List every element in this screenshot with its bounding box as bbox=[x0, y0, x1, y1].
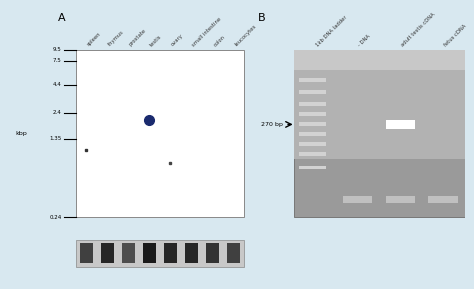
Bar bbox=[164, 243, 177, 263]
Bar bbox=[143, 243, 156, 263]
Text: 0.24: 0.24 bbox=[49, 215, 62, 220]
Bar bbox=[80, 243, 93, 263]
Bar bbox=[343, 196, 372, 203]
Bar bbox=[300, 122, 326, 126]
Bar bbox=[122, 243, 135, 263]
Text: thymus: thymus bbox=[108, 29, 125, 47]
Bar bbox=[293, 50, 465, 217]
Text: 1kb DNA ladder: 1kb DNA ladder bbox=[315, 14, 348, 47]
Text: B: B bbox=[258, 13, 265, 23]
Text: small intestine: small intestine bbox=[191, 16, 223, 47]
Text: ovary: ovary bbox=[171, 33, 184, 47]
Text: spleen: spleen bbox=[86, 31, 102, 47]
Text: fetus cDNA: fetus cDNA bbox=[443, 23, 467, 47]
Bar bbox=[300, 132, 326, 136]
Text: 7.5: 7.5 bbox=[53, 58, 62, 63]
Bar bbox=[300, 102, 326, 105]
Bar bbox=[300, 90, 326, 94]
Text: colon: colon bbox=[212, 34, 226, 47]
Text: kbp: kbp bbox=[15, 131, 27, 136]
Bar bbox=[293, 50, 465, 70]
Bar bbox=[386, 120, 415, 129]
Bar bbox=[300, 166, 326, 169]
Text: testis: testis bbox=[149, 34, 163, 47]
Text: 4.4: 4.4 bbox=[53, 82, 62, 88]
Bar bbox=[206, 243, 219, 263]
Bar bbox=[300, 142, 326, 146]
Text: 2.4: 2.4 bbox=[53, 110, 62, 115]
Text: 9.5: 9.5 bbox=[53, 47, 62, 52]
Text: 270 bp: 270 bp bbox=[261, 122, 283, 127]
Text: prostate: prostate bbox=[128, 28, 147, 47]
Bar bbox=[293, 50, 465, 159]
Bar bbox=[300, 78, 326, 82]
Bar bbox=[386, 196, 415, 203]
Bar bbox=[300, 152, 326, 156]
Text: 1.35: 1.35 bbox=[49, 136, 62, 141]
Text: leucocytes: leucocytes bbox=[234, 24, 257, 47]
Bar bbox=[428, 196, 457, 203]
Text: A: A bbox=[58, 13, 65, 23]
Bar bbox=[101, 243, 114, 263]
Bar bbox=[185, 243, 198, 263]
Text: adult testis cDNA: adult testis cDNA bbox=[401, 11, 436, 47]
Text: - DNA: - DNA bbox=[357, 33, 372, 47]
Bar bbox=[300, 112, 326, 116]
Bar bbox=[227, 243, 240, 263]
